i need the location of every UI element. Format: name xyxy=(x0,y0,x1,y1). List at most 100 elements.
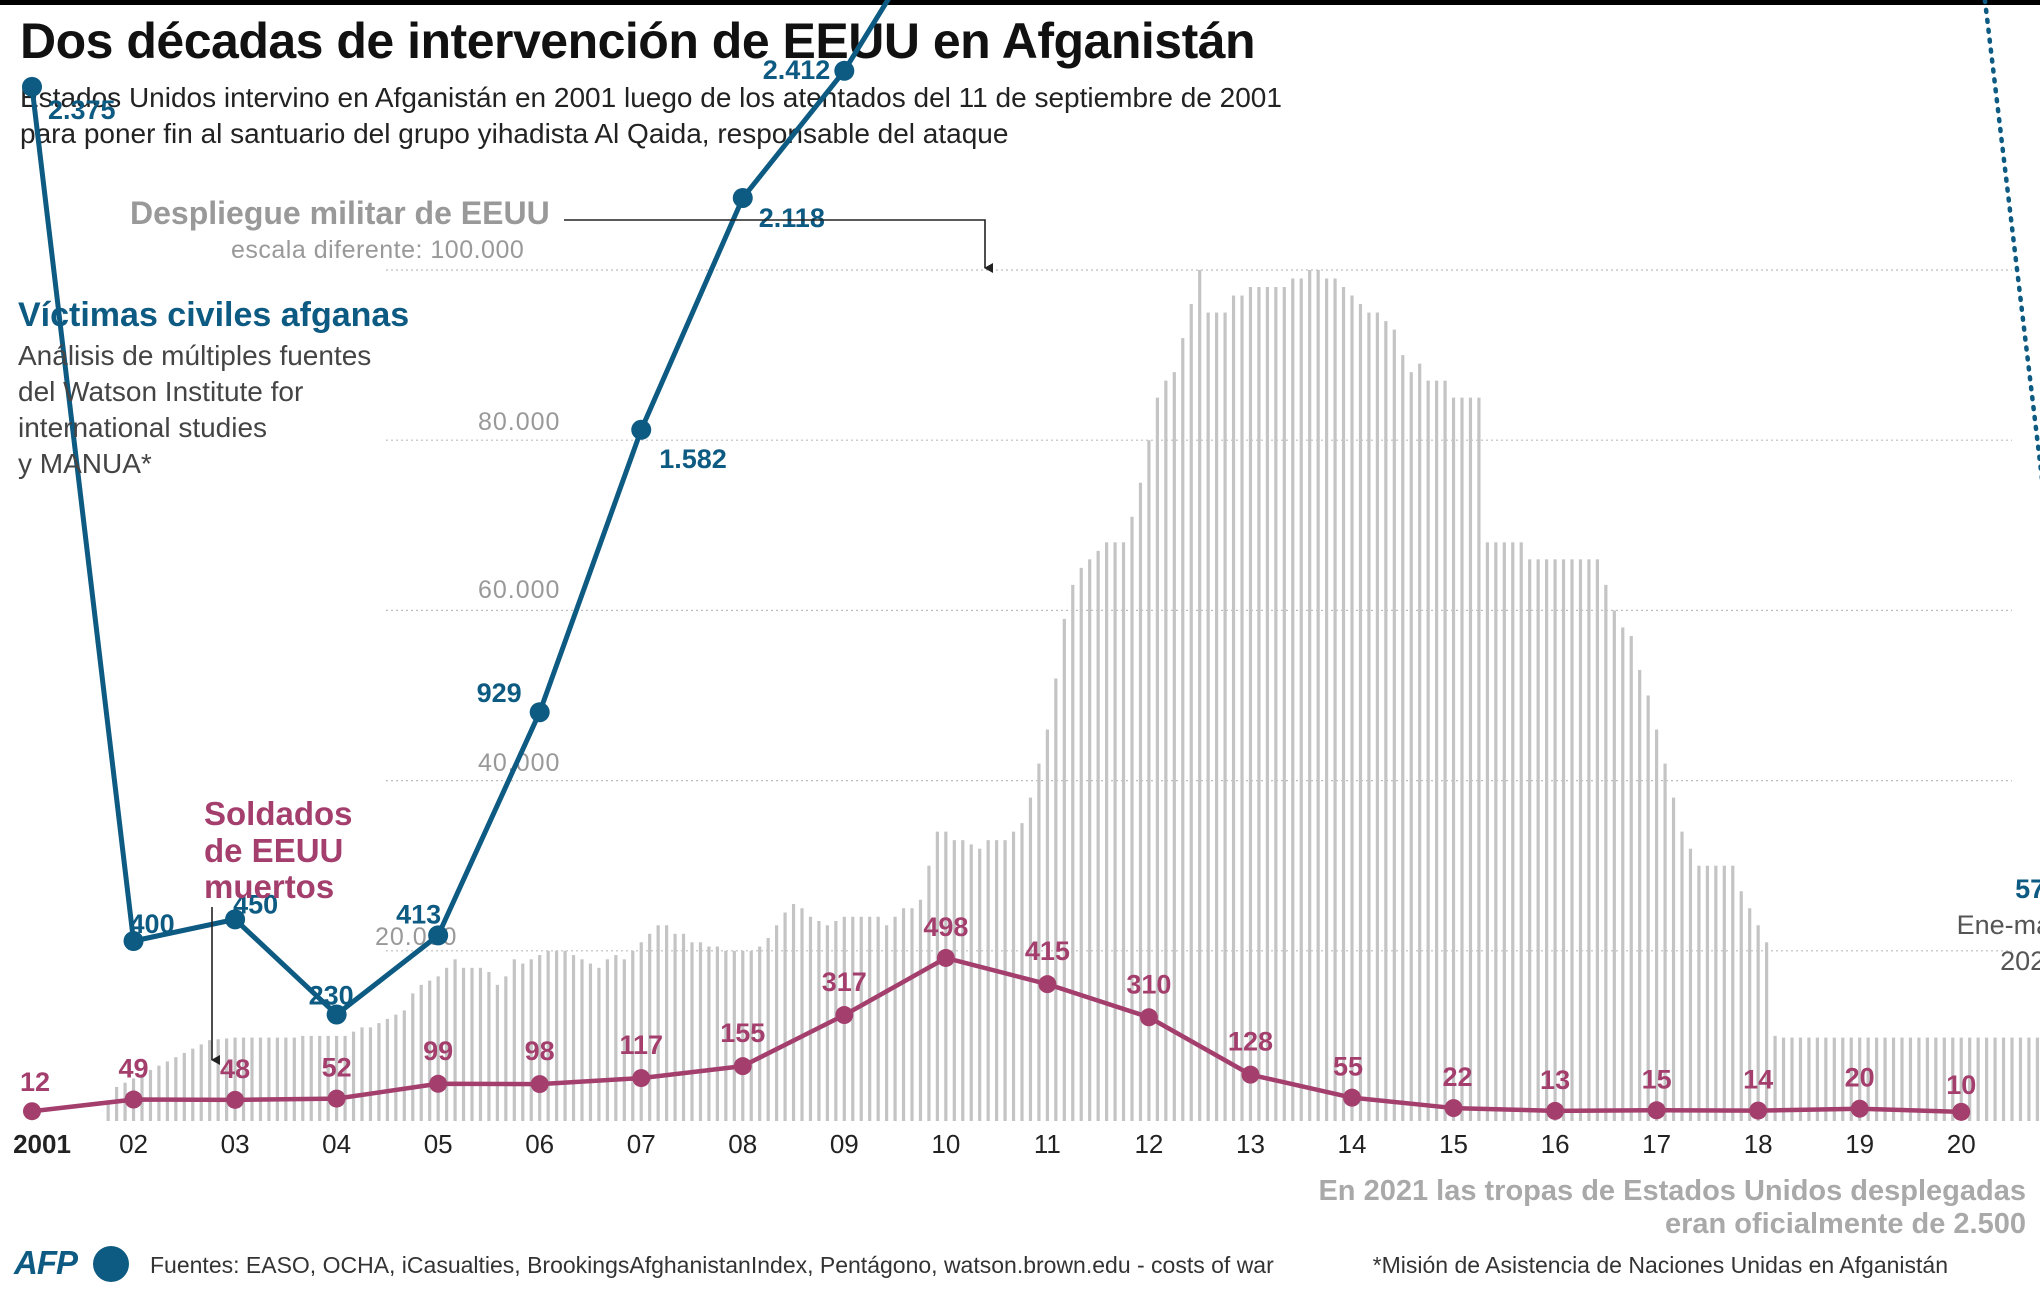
deployment-bar xyxy=(1655,729,1659,1121)
deployment-bar xyxy=(851,916,855,1121)
deployment-bar xyxy=(1426,380,1430,1121)
x-tick-label: 04 xyxy=(322,1129,351,1159)
soldiers-point xyxy=(429,1074,448,1093)
deployment-bar xyxy=(1985,1037,1989,1121)
civilians-legend-label: Víctimas civiles afganas xyxy=(18,296,410,334)
x-tick-label: 05 xyxy=(424,1129,453,1159)
subtitle-line-2: para poner fin al santuario del grupo yi… xyxy=(20,118,1009,149)
deployment-bar xyxy=(1367,312,1371,1121)
note-2021-line-2: eran oficialmente de 2.500 xyxy=(1664,1208,2026,1240)
civilians-value-label: 2.412 xyxy=(763,55,831,85)
deployment-bar xyxy=(1435,380,1439,1121)
soldiers-value-label: 20 xyxy=(1845,1063,1875,1093)
deployment-bar xyxy=(1096,550,1100,1121)
deployment-bar xyxy=(952,840,956,1121)
deployment-bar xyxy=(1189,304,1193,1121)
deployment-bar xyxy=(1891,1037,1896,1121)
deployment-bar xyxy=(1468,397,1473,1121)
deployment-bar xyxy=(1155,397,1159,1121)
top-rule xyxy=(0,0,2040,5)
x-tick-label: 10 xyxy=(931,1129,960,1159)
civilians-description-3: international studies xyxy=(18,412,268,443)
civilians-value-label: 2.118 xyxy=(759,203,825,233)
deployment-bar xyxy=(1477,397,1481,1121)
deployment-bar xyxy=(445,967,449,1121)
deployment-bar xyxy=(521,963,525,1121)
soldiers-point xyxy=(23,1102,41,1121)
soldiers-value-label: 52 xyxy=(322,1053,352,1083)
deployment-bar xyxy=(1020,823,1024,1121)
deployment-bar xyxy=(1866,1037,1870,1121)
deployment-bar xyxy=(1858,1037,1862,1121)
deployment-bar xyxy=(1223,312,1227,1121)
deployment-bar xyxy=(148,1069,153,1121)
deployment-bar xyxy=(665,925,669,1121)
deployment-bar xyxy=(1121,542,1126,1121)
deployment-bar xyxy=(1578,559,1583,1121)
soldiers-point xyxy=(124,1090,143,1109)
deployment-bar xyxy=(250,1037,254,1121)
x-tick-label: 02 xyxy=(119,1129,148,1159)
deployment-bar xyxy=(1206,312,1210,1121)
deployment-bar xyxy=(1392,329,1396,1121)
deployment-bar xyxy=(157,1065,161,1121)
soldiers-value-label: 310 xyxy=(1126,969,1171,999)
deployment-bar xyxy=(1079,567,1083,1121)
deployment-bar xyxy=(1375,312,1379,1121)
soldiers-value-label: 48 xyxy=(220,1054,250,1084)
x-tick-label: 09 xyxy=(830,1129,859,1159)
deployment-bar xyxy=(1553,559,1557,1121)
soldiers-value-label: 155 xyxy=(720,1018,765,1048)
deployment-bar xyxy=(1545,559,1549,1121)
deployment-bar xyxy=(385,1018,389,1121)
civilians-2021-period-1: Ene-mar xyxy=(1957,910,2040,940)
deployment-bar xyxy=(1164,380,1168,1121)
deployment-bar xyxy=(1240,295,1244,1121)
deployment-bar xyxy=(1925,1037,1929,1121)
deployment-bar xyxy=(1028,797,1033,1121)
x-tick-label: 07 xyxy=(627,1129,656,1159)
soldiers-point xyxy=(632,1069,651,1088)
deployment-bar xyxy=(707,946,711,1121)
civilians-point xyxy=(834,60,855,81)
soldiers-point xyxy=(1139,1008,1158,1027)
soldiers-point xyxy=(1850,1099,1869,1118)
deployment-bar xyxy=(267,1037,271,1121)
soldiers-value-label: 10 xyxy=(1946,1070,1976,1100)
deployment-bar xyxy=(986,840,990,1121)
deployment-bar xyxy=(436,976,440,1121)
deployment-bar xyxy=(461,967,466,1121)
deployment-bar xyxy=(1265,287,1269,1121)
deployment-bar xyxy=(1900,1037,1904,1121)
deployment-bar xyxy=(859,916,863,1121)
deployment-bar xyxy=(1629,635,1633,1121)
deployment-bar xyxy=(1663,763,1667,1121)
deployment-bar xyxy=(1282,287,1286,1121)
deployment-bar xyxy=(597,967,601,1121)
deployment-bar xyxy=(428,980,432,1121)
deployment-bar xyxy=(1976,1037,1980,1121)
deployment-bar xyxy=(1147,440,1151,1121)
deployment-bar xyxy=(910,908,914,1121)
deployment-bar xyxy=(1765,942,1769,1121)
deployment-bar xyxy=(1451,397,1456,1121)
x-tick-label: 03 xyxy=(221,1129,250,1159)
civilians-description-2: del Watson Institute for xyxy=(18,376,304,407)
deployment-bar xyxy=(1037,763,1041,1121)
deployment-bar xyxy=(918,899,923,1121)
deployment-bar xyxy=(758,946,762,1121)
note-2021-line-1: En 2021 las tropas de Estados Unidos des… xyxy=(1318,1175,2026,1207)
x-tick-label: 14 xyxy=(1338,1129,1367,1159)
deployment-bar xyxy=(1671,797,1676,1121)
soldiers-point xyxy=(1952,1102,1971,1121)
deployment-bar xyxy=(2018,1037,2023,1121)
deployment-bar xyxy=(1561,559,1566,1121)
soldiers-point xyxy=(226,1090,245,1109)
deployment-bar xyxy=(1062,618,1066,1121)
deployment-bar xyxy=(1358,304,1363,1121)
deployment-bar xyxy=(512,959,516,1121)
deployment-bar xyxy=(402,1010,406,1121)
soldiers-point xyxy=(1241,1065,1260,1084)
deployment-bar xyxy=(893,916,897,1121)
deployment-bar xyxy=(470,967,474,1121)
